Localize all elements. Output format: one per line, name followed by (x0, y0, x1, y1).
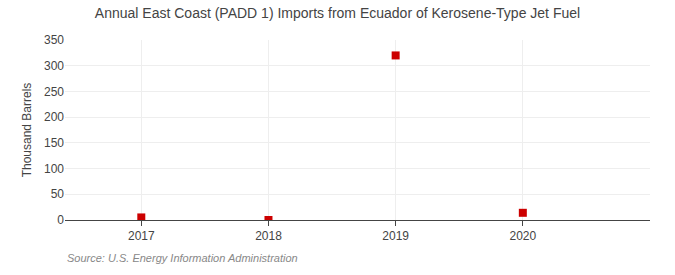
svg-text:2017: 2017 (128, 229, 155, 243)
svg-text:2018: 2018 (255, 229, 282, 243)
svg-text:150: 150 (44, 136, 64, 150)
svg-text:100: 100 (44, 162, 64, 176)
svg-text:Source: U.S. Energy Informatio: Source: U.S. Energy Information Administ… (67, 252, 298, 264)
svg-text:300: 300 (44, 59, 64, 73)
svg-text:350: 350 (44, 33, 64, 47)
svg-text:2019: 2019 (382, 229, 409, 243)
svg-text:Annual East Coast (PADD 1) Imp: Annual East Coast (PADD 1) Imports from … (95, 5, 580, 21)
svg-text:2020: 2020 (509, 229, 536, 243)
svg-text:50: 50 (51, 187, 65, 201)
svg-text:250: 250 (44, 85, 64, 99)
svg-text:Thousand Barrels: Thousand Barrels (20, 83, 34, 178)
svg-text:0: 0 (57, 213, 64, 227)
svg-text:200: 200 (44, 110, 64, 124)
